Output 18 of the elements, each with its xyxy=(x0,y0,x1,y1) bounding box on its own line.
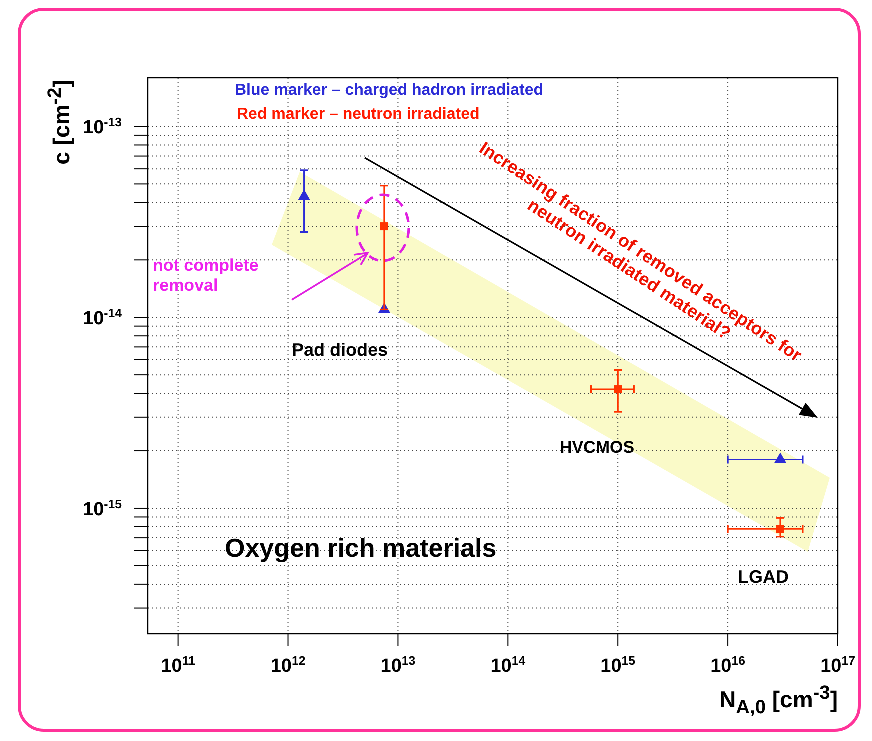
x-tick-label: 10$^{13}$ xyxy=(380,654,416,677)
x-tick-label: 10$^{11}$ xyxy=(161,654,196,677)
x-axis-title: N$_{A,0}$ [cm$^{-3}$] xyxy=(720,683,838,720)
x-tick-label: 10$^{12}$ xyxy=(270,654,306,677)
annotation: Blue marker – charged hadron irradiated xyxy=(235,82,544,100)
y-tick-label: 10$^{-13}$ xyxy=(83,116,122,139)
annotation: Pad diodes xyxy=(292,340,388,361)
x-tick-label: 10$^{14}$ xyxy=(490,654,526,677)
annotation: Oxygen rich materials xyxy=(225,533,497,564)
x-tick-label: 10$^{16}$ xyxy=(710,654,746,677)
x-tick-label: 10$^{15}$ xyxy=(600,654,636,677)
annotation: not complete removal xyxy=(153,256,260,296)
annotation: HVCMOS xyxy=(560,438,635,458)
annotation: Red marker – neutron irradiated xyxy=(237,106,480,124)
annotation: LGAD xyxy=(738,567,789,588)
y-tick-label: 10$^{-14}$ xyxy=(83,306,122,330)
x-tick-label: 10$^{17}$ xyxy=(820,654,856,677)
y-tick-label: 10$^{-15}$ xyxy=(83,497,122,520)
